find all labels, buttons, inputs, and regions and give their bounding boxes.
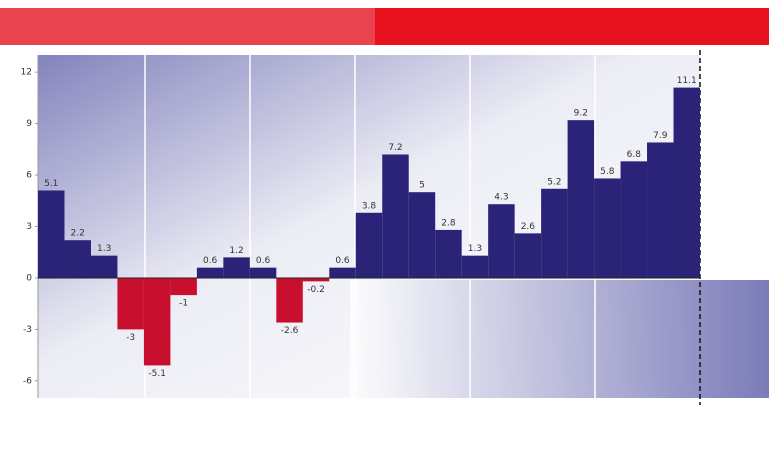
value-label: 2.8 <box>441 218 456 228</box>
value-label: 7.9 <box>653 131 668 141</box>
bar <box>170 277 197 296</box>
bar <box>514 233 542 278</box>
value-label: -0.2 <box>307 285 325 295</box>
banner-left <box>0 8 375 45</box>
bar <box>329 267 356 278</box>
bar <box>90 255 118 278</box>
value-label: 5.8 <box>600 167 615 177</box>
value-label: 5.2 <box>547 177 561 187</box>
y-tick-label: 9 <box>26 119 32 129</box>
bar <box>488 204 515 278</box>
bar <box>673 87 700 278</box>
bar <box>38 190 65 278</box>
bar <box>117 277 144 330</box>
y-tick-label: 3 <box>26 222 32 232</box>
value-label: 7.2 <box>388 143 402 153</box>
bar <box>196 267 224 278</box>
bar <box>541 188 568 278</box>
y-tick-label: -3 <box>23 325 32 335</box>
y-tick-label: 6 <box>26 171 32 181</box>
y-tick-label: 0 <box>26 273 32 283</box>
y-tick-label: 12 <box>21 68 32 78</box>
value-label: -3 <box>126 333 135 343</box>
value-label: 1.3 <box>97 244 111 254</box>
bar <box>276 277 303 323</box>
value-label: 3.8 <box>362 201 377 211</box>
plot-shade <box>350 280 769 398</box>
value-label: 11.1 <box>677 76 697 86</box>
bar <box>620 161 648 278</box>
value-label: 0.6 <box>203 256 218 266</box>
value-label: 9.2 <box>574 109 588 119</box>
bar <box>223 257 250 278</box>
value-label: 6.8 <box>627 150 642 160</box>
value-label: 1.2 <box>229 246 243 256</box>
bar <box>567 120 595 278</box>
value-label: 4.3 <box>494 193 508 203</box>
bar <box>355 212 383 278</box>
value-label: 1.3 <box>468 244 482 254</box>
bar <box>435 229 462 278</box>
banner-right <box>375 8 769 45</box>
bar <box>249 267 277 278</box>
value-label: -5.1 <box>148 369 166 379</box>
value-label: -1 <box>179 299 188 309</box>
bar <box>64 240 91 278</box>
value-label: 5.1 <box>44 179 58 189</box>
value-label: 2.6 <box>521 222 536 232</box>
bar <box>461 255 489 278</box>
value-label: 2.2 <box>71 229 85 239</box>
value-label: -2.6 <box>281 326 299 336</box>
bar <box>594 178 621 278</box>
bar <box>302 277 330 282</box>
value-label: 5 <box>419 181 425 191</box>
value-label: 0.6 <box>256 256 271 266</box>
bar <box>382 154 409 278</box>
value-label: 0.6 <box>335 256 350 266</box>
bar <box>647 142 674 278</box>
y-tick-label: -6 <box>23 376 32 386</box>
bar <box>143 277 171 366</box>
bar <box>408 192 436 278</box>
